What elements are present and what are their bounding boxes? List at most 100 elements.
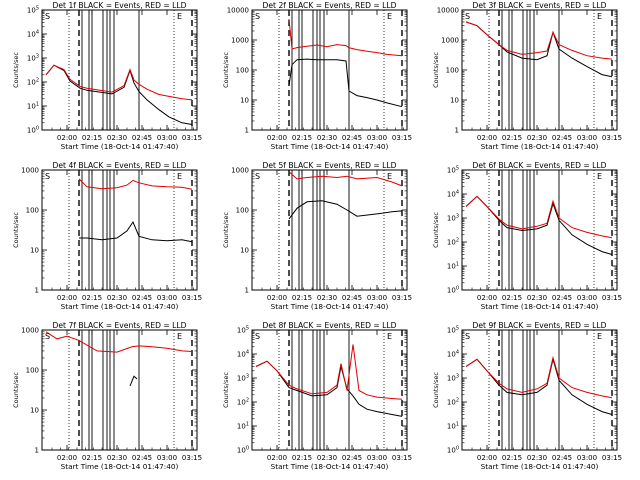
panel-letter-start: S <box>45 332 50 341</box>
x-tick-label: 02:15 <box>82 134 102 142</box>
y-tick-label: 100 <box>27 126 39 135</box>
y-tick-label: 101 <box>27 102 39 111</box>
panel-letter-end: E <box>177 332 182 341</box>
x-tick-label: 02:00 <box>57 294 77 302</box>
panel-letter-start: S <box>465 332 470 341</box>
y-tick-label: 100 <box>237 446 249 455</box>
x-tick-label: 02:00 <box>267 294 287 302</box>
x-tick-label: 03:15 <box>182 134 202 142</box>
plot-frame <box>41 169 198 291</box>
panel-letter-end: E <box>177 172 182 181</box>
x-tick-label: 02:30 <box>317 134 337 142</box>
panel-letter-start: S <box>255 12 260 21</box>
x-tick-label: 02:45 <box>552 454 572 462</box>
x-tick-label: 02:15 <box>292 454 312 462</box>
x-tick-label: 03:15 <box>602 454 622 462</box>
y-axis-label: Counts/sec <box>432 212 440 248</box>
lld-series-line <box>465 355 613 399</box>
y-axis-label: Counts/sec <box>432 52 440 88</box>
y-tick-label: 10 <box>30 407 39 415</box>
y-tick-label: 1 <box>455 127 459 135</box>
panel-letter-end: E <box>597 12 602 21</box>
events-series-line <box>465 357 613 415</box>
y-tick-label: 1000 <box>231 167 249 175</box>
x-tick-label: 03:00 <box>367 294 387 302</box>
x-tick-label: 02:45 <box>552 134 572 142</box>
y-tick-label: 1 <box>35 287 39 295</box>
y-tick-label: 1000 <box>21 327 39 335</box>
lld-series-line <box>45 331 193 353</box>
x-tick-label: 02:00 <box>477 294 497 302</box>
y-tick-label: 1 <box>245 127 249 135</box>
y-tick-label: 100 <box>447 286 459 295</box>
y-tick-label: 102 <box>447 238 459 247</box>
panel-title: Det 4f BLACK = Events, RED = LLD <box>53 161 187 170</box>
y-axis-label: Counts/sec <box>222 372 230 408</box>
x-tick-label: 02:30 <box>317 454 337 462</box>
x-tick-label: 03:00 <box>367 134 387 142</box>
panel-title: Det 7f BLACK = Events, RED = LLD <box>53 321 187 330</box>
x-tick-label: 02:15 <box>502 294 522 302</box>
x-tick-label: 02:15 <box>82 294 102 302</box>
panel-letter-start: S <box>255 172 260 181</box>
events-series-line <box>288 200 403 220</box>
plot-frame <box>41 9 198 131</box>
y-tick-label: 104 <box>237 350 249 359</box>
y-tick-label: 103 <box>447 214 459 223</box>
x-axis-label: Start Time (18-Oct-14 01:47:40) <box>61 142 179 151</box>
panel-letter-start: S <box>45 12 50 21</box>
panel-letter-start: S <box>255 332 260 341</box>
plot-frame <box>251 329 408 451</box>
x-tick-label: 03:15 <box>602 134 622 142</box>
x-tick-label: 02:30 <box>527 294 547 302</box>
plot-frame <box>251 169 408 291</box>
y-tick-label: 101 <box>447 262 459 271</box>
panel-2: Det 2f BLACK = Events, RED = LLD 1 10 100 10… <box>222 1 412 151</box>
plot-frame <box>251 9 408 131</box>
plot-frame <box>461 329 618 451</box>
y-tick-label: 1 <box>245 287 249 295</box>
x-axis-label: Start Time (18-Oct-14 01:47:40) <box>61 302 179 311</box>
x-tick-label: 02:00 <box>57 454 77 462</box>
lld-series-line <box>45 64 193 101</box>
y-axis-label: Counts/sec <box>222 52 230 88</box>
y-tick-label: 1000 <box>231 37 249 45</box>
panel-4: Det 4f BLACK = Events, RED = LLD 1 10 100 10… <box>12 161 202 311</box>
y-tick-label: 10000 <box>227 7 249 15</box>
panel-letter-end: E <box>177 12 182 21</box>
x-tick-label: 02:45 <box>132 134 152 142</box>
x-tick-label: 02:30 <box>527 134 547 142</box>
events-series-line <box>45 64 193 125</box>
x-tick-label: 02:00 <box>267 454 287 462</box>
y-axis-label: Counts/sec <box>12 372 20 408</box>
x-tick-label: 02:15 <box>502 134 522 142</box>
y-tick-label: 100 <box>446 67 459 75</box>
y-axis-label: Counts/sec <box>12 212 20 248</box>
panel-letter-end: E <box>387 172 392 181</box>
panel-title: Det 8f BLACK = Events, RED = LLD <box>263 321 397 330</box>
y-tick-label: 100 <box>26 207 39 215</box>
x-tick-label: 03:00 <box>577 294 597 302</box>
x-tick-label: 02:15 <box>292 294 312 302</box>
y-axis-label: Counts/sec <box>12 52 20 88</box>
events-series-line <box>79 220 193 243</box>
plot-frame <box>41 329 198 451</box>
y-tick-label: 1000 <box>441 37 459 45</box>
panel-9: Det 9f BLACK = Events, RED = LLD 100 101 10… <box>432 321 622 471</box>
panel-letter-start: S <box>45 172 50 181</box>
y-tick-label: 102 <box>447 398 459 407</box>
y-axis-label: Counts/sec <box>222 212 230 248</box>
x-axis-label: Start Time (18-Oct-14 01:47:40) <box>271 462 389 471</box>
events-series-line <box>255 360 403 417</box>
events-series-line <box>288 58 403 108</box>
x-tick-label: 02:45 <box>342 134 362 142</box>
y-tick-label: 103 <box>27 54 39 63</box>
x-axis-label: Start Time (18-Oct-14 01:47:40) <box>481 302 599 311</box>
y-tick-label: 105 <box>237 326 249 335</box>
x-tick-label: 03:00 <box>577 454 597 462</box>
x-tick-label: 02:30 <box>317 294 337 302</box>
y-tick-label: 103 <box>237 374 249 383</box>
events-series-line <box>465 21 613 78</box>
y-axis-label: Counts/sec <box>432 372 440 408</box>
panel-3: Det 3f BLACK = Events, RED = LLD 1 10 100 10… <box>432 1 622 151</box>
